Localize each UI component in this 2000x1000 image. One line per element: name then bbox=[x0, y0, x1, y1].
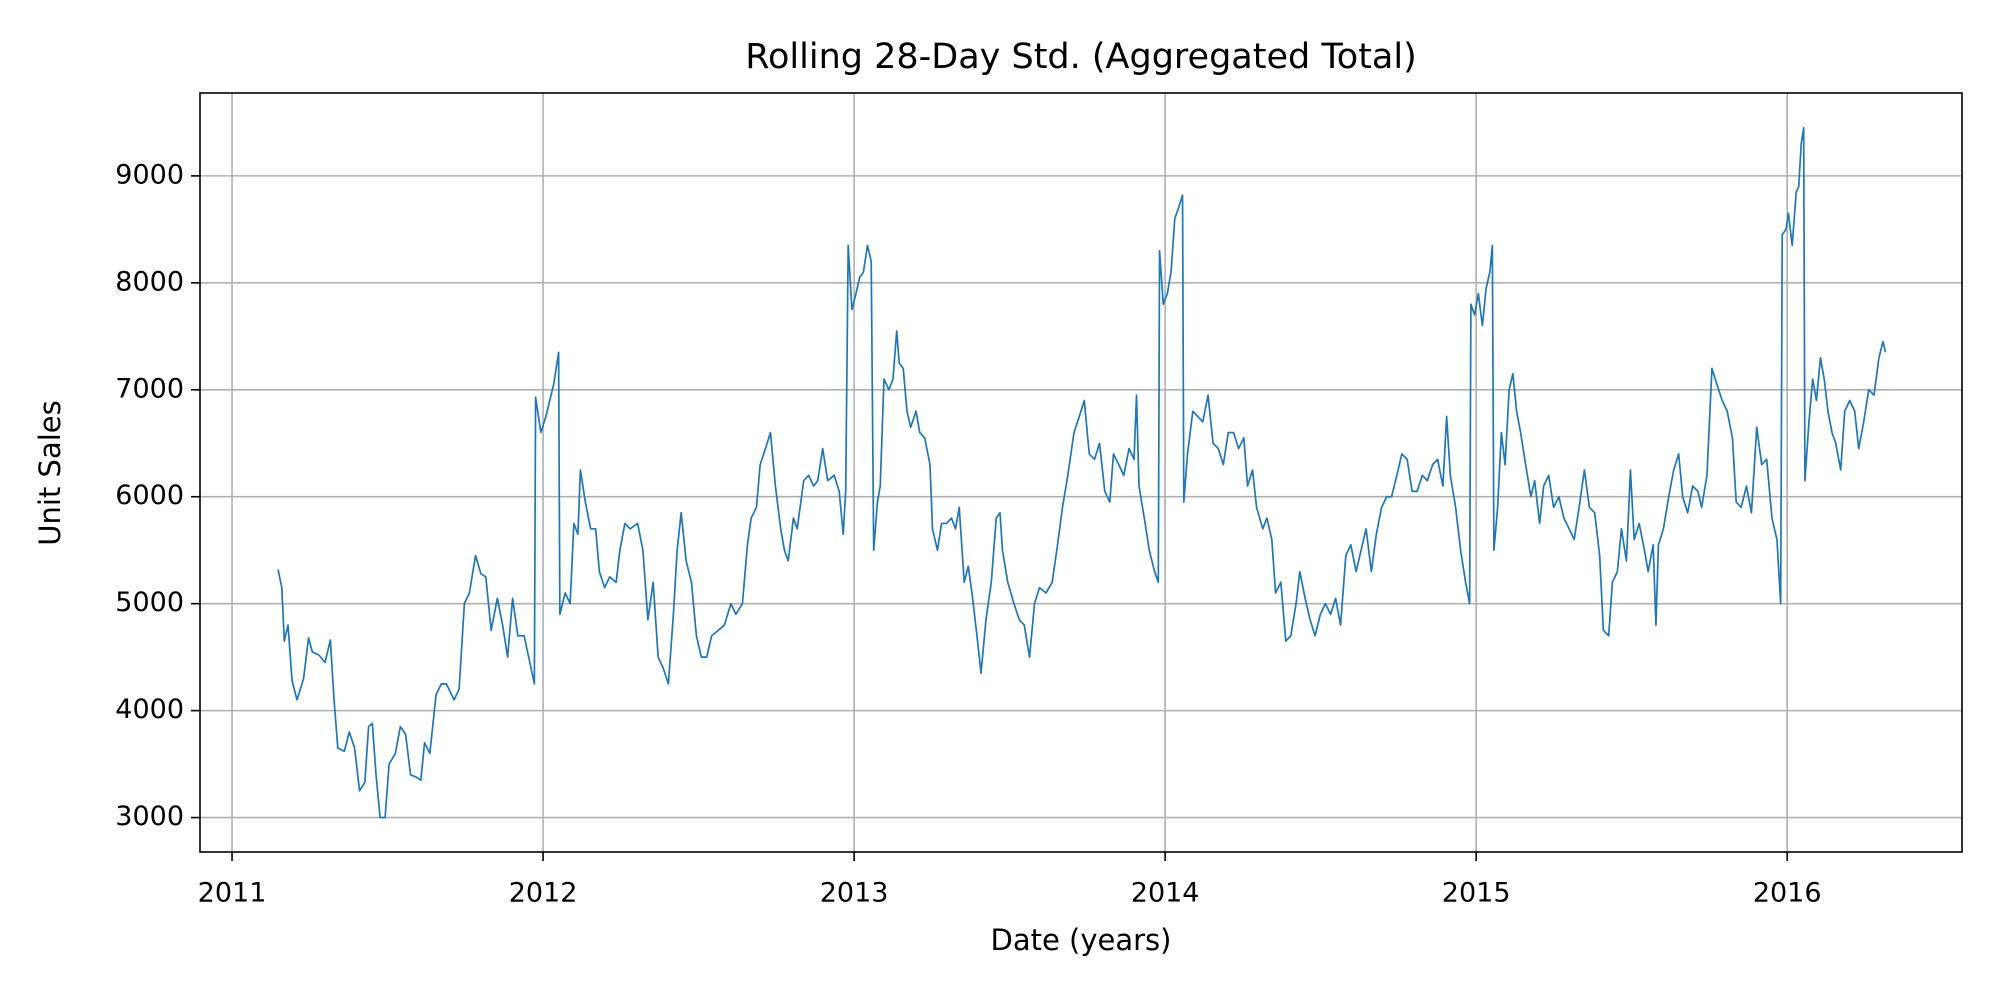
y-tick-label: 6000 bbox=[115, 480, 184, 511]
chart-title: Rolling 28-Day Std. (Aggregated Total) bbox=[745, 37, 1417, 77]
y-tick-label: 3000 bbox=[115, 801, 184, 832]
x-axis-label: Date (years) bbox=[991, 923, 1172, 957]
x-tick-label: 2014 bbox=[1131, 878, 1200, 909]
ticks: 2011 2012 2013 2014 2015 2016 3000 4000 5000 6000… bbox=[115, 159, 1821, 908]
x-tick-label: 2016 bbox=[1753, 878, 1822, 909]
x-tick-label: 2012 bbox=[509, 878, 578, 909]
axes-frame bbox=[199, 92, 1963, 853]
y-tick-label: 7000 bbox=[115, 373, 184, 404]
y-tick-label: 5000 bbox=[115, 587, 184, 618]
x-tick-label: 2015 bbox=[1442, 878, 1511, 909]
plot-area bbox=[277, 126, 1887, 819]
y-axis-label: Unit Sales bbox=[33, 400, 67, 545]
data-line bbox=[277, 126, 1887, 819]
y-tick-label: 8000 bbox=[115, 266, 184, 297]
y-tick-label: 9000 bbox=[115, 159, 184, 190]
y-tick-label: 4000 bbox=[115, 694, 184, 725]
x-tick-label: 2011 bbox=[198, 878, 267, 909]
x-tick-label: 2013 bbox=[820, 878, 889, 909]
grid bbox=[200, 93, 1962, 852]
